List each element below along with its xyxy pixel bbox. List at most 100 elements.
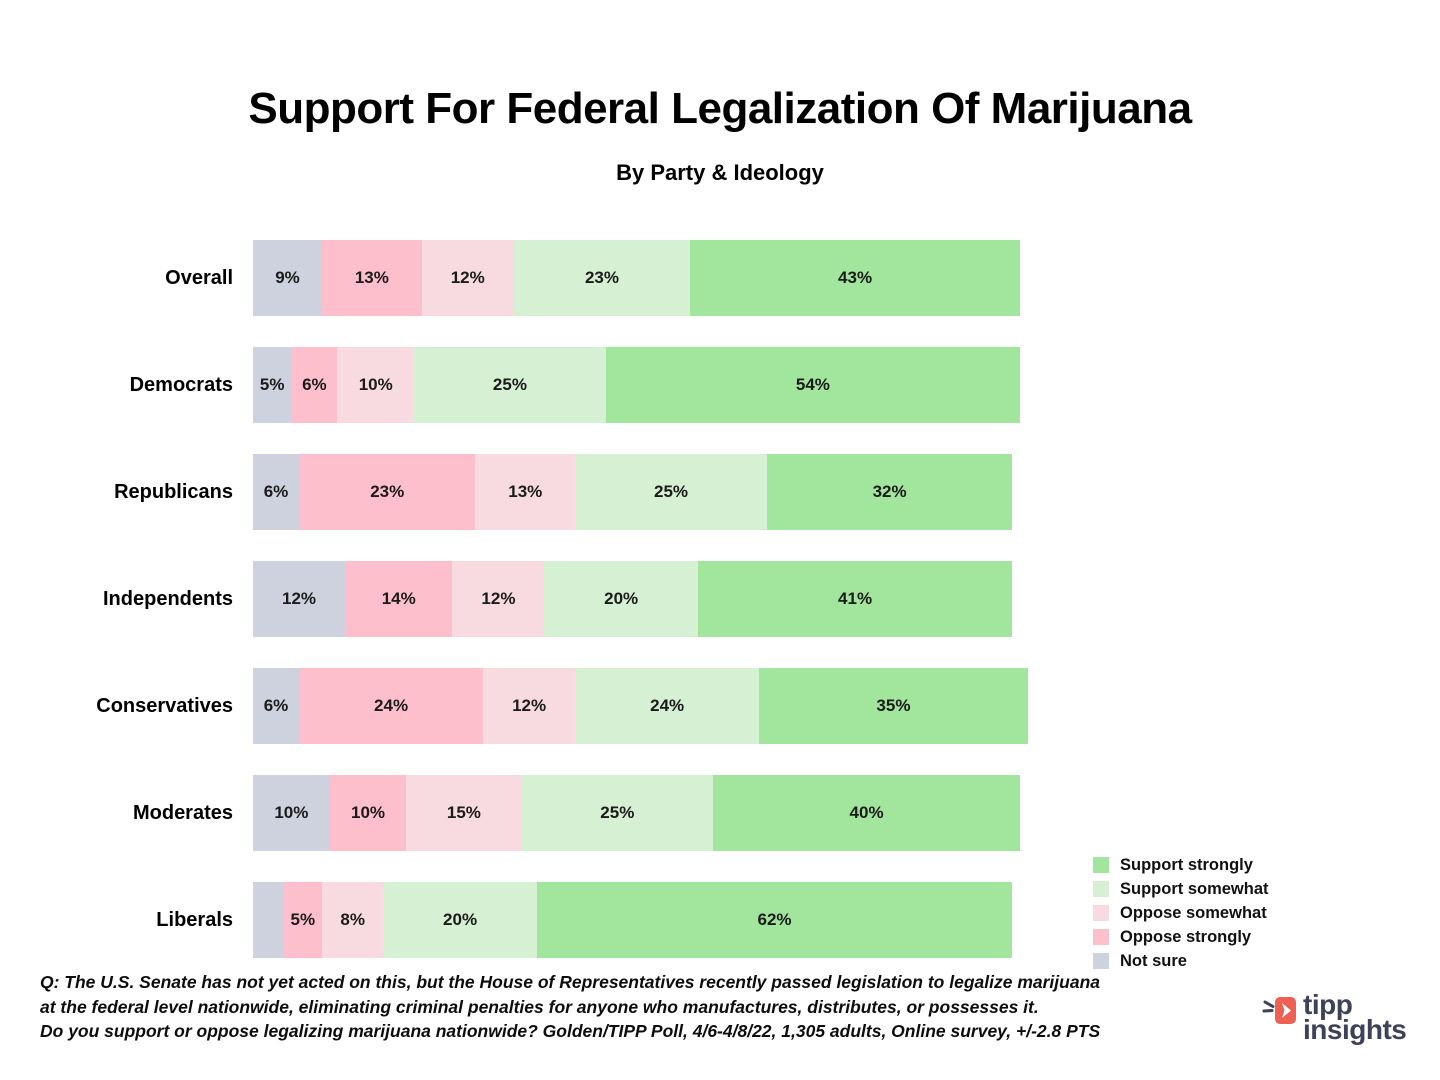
- bar-segment: 6%: [253, 454, 300, 530]
- bar-segment: 8%: [322, 882, 384, 958]
- bar-segment: 9%: [253, 240, 323, 316]
- chart-row: Republicans 6% 23% 13% 25% 32%: [0, 454, 1060, 530]
- legend-item: Not sure: [1093, 949, 1269, 973]
- bar-segment: 32%: [766, 454, 1013, 530]
- bar-segment: 23%: [299, 454, 476, 530]
- segment-value-label: 25%: [600, 803, 635, 822]
- logo-wordmark-line1: tipp: [1303, 989, 1353, 1020]
- chart-row: Moderates 10% 10% 15% 25% 40%: [0, 775, 1060, 851]
- bar-segment: 13%: [322, 240, 422, 316]
- footnote-line: Q: The U.S. Senate has not yet acted on …: [40, 972, 1100, 992]
- segment-value-label: 25%: [653, 482, 689, 501]
- legend-label: Support somewhat: [1120, 879, 1269, 898]
- segment-value-label: 41%: [838, 589, 873, 608]
- segment-value-label: 25%: [492, 375, 527, 394]
- bar-segment: 23%: [513, 240, 691, 316]
- segment-value-label: 62%: [757, 910, 792, 929]
- bar-segment: 10%: [253, 775, 330, 851]
- footnote-line: Do you support or oppose legalizing mari…: [40, 1021, 1101, 1041]
- legend-item: Support strongly: [1093, 853, 1269, 877]
- logo-wordmark: tipp insights: [1303, 989, 1407, 1044]
- segment-value-label: 32%: [872, 482, 907, 501]
- chart: Overall 9% 13% 12% 23% 43% Democrats 5% 6% 10%…: [0, 240, 1060, 989]
- segment-value-label: 12%: [282, 589, 317, 608]
- footnote: Q: The U.S. Senate has not yet acted on …: [40, 970, 1100, 1044]
- legend-swatch-icon: [1093, 857, 1109, 873]
- chart-row: Liberals 5% 8% 20% 62%: [0, 882, 1060, 958]
- bar-segment: 15%: [406, 775, 522, 851]
- segment-value-label: 23%: [370, 482, 405, 501]
- row-label: Overall: [165, 266, 233, 289]
- legend-label: Not sure: [1120, 951, 1187, 970]
- bar-segment: 24%: [575, 668, 760, 744]
- bar-segment: 25%: [414, 347, 606, 423]
- page-subtitle: By Party & Ideology: [616, 160, 824, 185]
- row-label: Liberals: [156, 908, 233, 931]
- tipp-arrow-icon: [1262, 994, 1298, 1035]
- legend-swatch-icon: [1093, 953, 1109, 969]
- bar-segment: 35%: [759, 668, 1028, 744]
- segment-value-label: 10%: [358, 375, 393, 394]
- footnote-line: at the federal level nationwide, elimina…: [40, 996, 1039, 1017]
- segment-value-label: 43%: [838, 268, 873, 287]
- segment-value-label: 24%: [374, 696, 409, 715]
- bar: 9% 13% 12% 23% 43%: [253, 240, 1020, 316]
- bar-segment: 5%: [283, 882, 323, 958]
- legend-swatch-icon: [1093, 905, 1109, 921]
- segment-value-label: 13%: [508, 482, 543, 501]
- bar-segment: 6%: [291, 347, 338, 423]
- segment-value-label: 14%: [381, 589, 416, 608]
- chart-row: Overall 9% 13% 12% 23% 43%: [0, 240, 1060, 316]
- bar-segment: 12%: [483, 668, 576, 744]
- row-label: Independents: [102, 587, 233, 610]
- segment-value-label: 23%: [584, 268, 619, 287]
- bar-segment: 12%: [452, 561, 545, 637]
- segment-value-label: 6%: [263, 696, 289, 715]
- bar-segment: 13%: [475, 454, 576, 530]
- bar-segment: 41%: [697, 561, 1013, 637]
- bar: 5% 8% 20% 62%: [253, 882, 1013, 958]
- legend: Support strongly Support somewhat Oppose…: [1093, 853, 1269, 973]
- segment-value-label: 24%: [650, 696, 685, 715]
- row-label: Republicans: [114, 480, 233, 503]
- segment-value-label: 5%: [290, 910, 316, 929]
- segment-value-label: 40%: [849, 803, 884, 822]
- legend-swatch-icon: [1093, 929, 1109, 945]
- chart-row: Conservatives 6% 24% 12% 24% 35%: [0, 668, 1060, 744]
- page-title: Support For Federal Legalization Of Mari…: [248, 84, 1192, 133]
- bar: 6% 23% 13% 25% 32%: [253, 454, 1013, 530]
- segment-value-label: 10%: [274, 803, 309, 822]
- segment-value-label: 15%: [446, 803, 481, 822]
- segment-value-label: 10%: [351, 803, 386, 822]
- chart-row: Independents 12% 14% 12% 20% 41%: [0, 561, 1060, 637]
- bar: 6% 24% 12% 24% 35%: [253, 668, 1028, 744]
- legend-item: Oppose somewhat: [1093, 901, 1269, 925]
- bar-segment: 10%: [337, 347, 415, 423]
- segment-value-label: 5%: [259, 375, 285, 394]
- legend-item: Support somewhat: [1093, 877, 1269, 901]
- bar-segment: 14%: [345, 561, 453, 637]
- segment-value-label: 8%: [340, 910, 365, 929]
- row-label: Democrats: [129, 373, 233, 396]
- bar: 10% 10% 15% 25% 40%: [253, 775, 1020, 851]
- bar: 12% 14% 12% 20% 41%: [253, 561, 1013, 637]
- row-label: Moderates: [132, 801, 233, 824]
- bar-segment: 5%: [253, 347, 292, 423]
- legend-item: Oppose strongly: [1093, 925, 1269, 949]
- legend-label: Oppose strongly: [1120, 927, 1252, 946]
- bar-segment: 12%: [421, 240, 514, 316]
- segment-value-label: 20%: [604, 589, 639, 608]
- bar-segment: 24%: [299, 668, 484, 744]
- segment-value-label: 12%: [450, 268, 485, 287]
- bar-segment: 25%: [575, 454, 767, 530]
- segment-value-label: 6%: [302, 375, 327, 394]
- bar-segment: 20%: [544, 561, 698, 637]
- segment-value-label: 12%: [481, 589, 516, 608]
- bar-segment: 43%: [690, 240, 1020, 316]
- chart-row: Democrats 5% 6% 10% 25% 54%: [0, 347, 1060, 423]
- segment-value-label: 35%: [876, 696, 911, 715]
- segment-value-label: 54%: [795, 375, 830, 394]
- legend-swatch-icon: [1093, 881, 1109, 897]
- legend-label: Oppose somewhat: [1120, 903, 1267, 922]
